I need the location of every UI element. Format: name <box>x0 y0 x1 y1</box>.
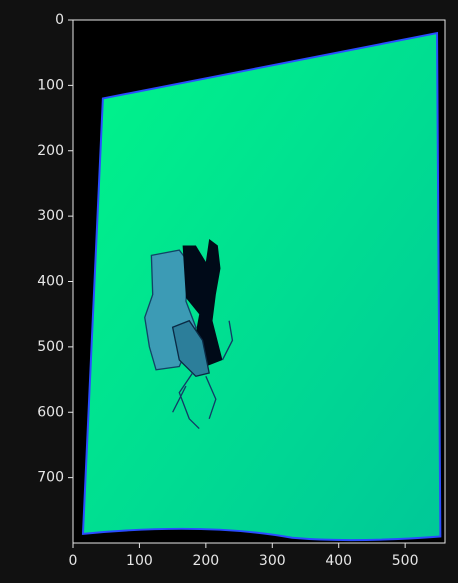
image <box>73 20 445 543</box>
y-tick-label: 700 <box>37 470 64 486</box>
depth-surface <box>83 33 440 540</box>
y-tick-label: 300 <box>37 208 64 224</box>
x-tick-label: 400 <box>325 553 352 569</box>
x-tick-label: 200 <box>192 553 219 569</box>
x-tick-label: 100 <box>126 553 153 569</box>
y-tick-label: 200 <box>37 143 64 159</box>
x-tick-label: 300 <box>259 553 286 569</box>
chart: 0 100 200 300 400 500 0 100 200 300 400 500 600 700 <box>0 0 458 583</box>
y-tick-label: 100 <box>37 77 64 93</box>
y-tick-label: 0 <box>55 12 64 28</box>
y-tick-label: 500 <box>37 339 64 355</box>
page: {"chart_data": {"type": "image", "xlim":… <box>0 0 458 583</box>
y-tick-label: 400 <box>37 274 64 290</box>
y-tick-label: 600 <box>37 404 64 420</box>
x-tick-label: 500 <box>392 553 419 569</box>
x-tick-label: 0 <box>69 553 78 569</box>
